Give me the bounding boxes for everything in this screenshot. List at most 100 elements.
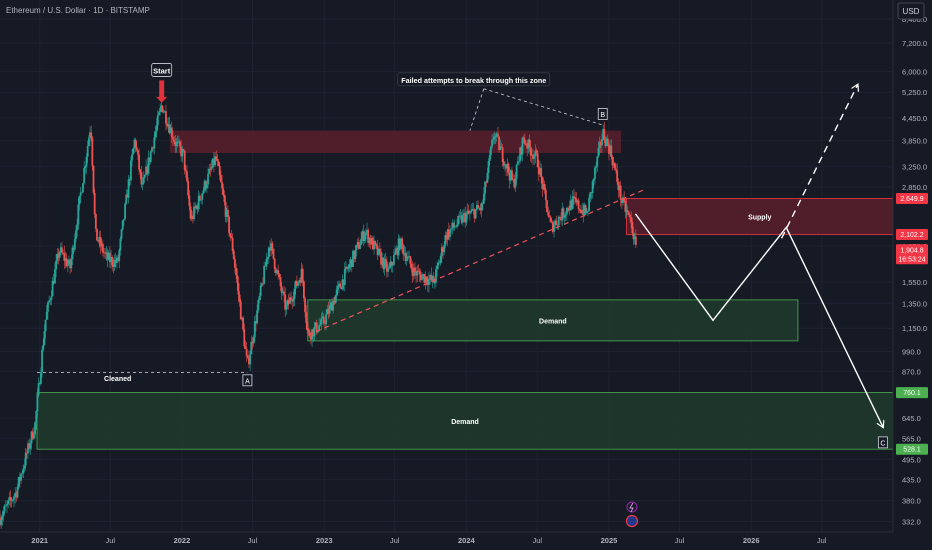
candle-body [506, 163, 509, 169]
candle-body [214, 156, 216, 166]
candle-body [251, 341, 254, 344]
candle-body [250, 341, 253, 355]
candle-body [612, 163, 615, 166]
candle-body [362, 231, 365, 242]
candle-body [65, 258, 68, 267]
candle-body [167, 124, 170, 127]
currency-button-frame[interactable] [897, 2, 925, 20]
candle-body [321, 316, 324, 318]
candle-body [615, 168, 617, 171]
candle-body [580, 210, 582, 213]
candle-body [576, 200, 579, 203]
candle-body [177, 141, 180, 143]
price-axis-tag [896, 228, 928, 240]
candle-body [505, 164, 508, 169]
candle-body [486, 173, 489, 183]
candle-body [201, 193, 204, 200]
price-tick-label: 495.0 [902, 455, 921, 464]
candle-body [347, 268, 350, 269]
candle-body [182, 149, 185, 151]
candle-body [90, 132, 93, 138]
candle-body [279, 277, 282, 287]
candle-body [611, 156, 614, 166]
zone-demand [307, 299, 799, 342]
candle-body [608, 144, 610, 154]
candle-body [547, 211, 550, 216]
candle-body [546, 200, 548, 212]
candle-body [291, 300, 294, 302]
candle-body [27, 443, 29, 454]
candle-body [594, 167, 596, 179]
candle-body [137, 150, 139, 155]
candle-body [248, 357, 250, 365]
price-axis[interactable]: 8,400.0 7,200.0 6,000.0 5,250.0 4,450.0 3,850… [892, 0, 928, 532]
price-tick-label: 1,550.0 [902, 278, 927, 287]
start-box [151, 63, 173, 77]
candle-body [25, 452, 28, 454]
candle-body [522, 137, 525, 140]
candle-body [488, 155, 491, 162]
candle-body [274, 268, 277, 274]
price-axis-tag [896, 387, 928, 399]
currency-label[interactable]: USD [903, 7, 920, 16]
candle-body [317, 330, 319, 333]
candle-body [599, 142, 602, 146]
candle-body [452, 222, 455, 228]
candle-body [262, 283, 264, 285]
candle-body [202, 190, 205, 194]
candle-body [245, 348, 248, 356]
candle-body [16, 486, 19, 498]
candle-body [159, 108, 162, 113]
candle-body [353, 250, 356, 259]
candle-body [231, 237, 234, 251]
candle-body [508, 172, 511, 181]
candle-body [428, 278, 430, 286]
candle-body [69, 259, 72, 269]
price-axis-tag-countdown: 16:53:24 [898, 256, 925, 263]
candle-body [45, 311, 48, 320]
candle-body [87, 138, 90, 147]
candle-body [532, 154, 534, 159]
candle-body [253, 321, 256, 338]
candle-body [14, 492, 17, 497]
candle-body [76, 224, 79, 231]
candle-body [630, 217, 633, 223]
candle-body [458, 215, 461, 217]
candle-body [473, 209, 476, 219]
candle-body [71, 247, 74, 259]
point-box-c [877, 436, 888, 449]
event-flag-icon [625, 514, 639, 528]
currency-button[interactable]: USD [897, 2, 925, 20]
candle-body [540, 168, 543, 177]
time-axis[interactable]: 2021 Jul 2022 Jul 2023 Jul 2024 Jul 2025 Jul 2026 J… [0, 531, 893, 545]
candle-body [195, 205, 198, 209]
candle-body [530, 154, 533, 156]
candle-body [588, 197, 590, 212]
candle-body [288, 297, 291, 304]
price-tick-label: 8,400.0 [902, 15, 927, 24]
candle-body [359, 245, 361, 249]
candle-body [174, 141, 177, 146]
candle-body [568, 210, 571, 211]
candle-body [403, 253, 406, 255]
candle-body [514, 178, 517, 188]
candle-body [418, 271, 421, 275]
candle-body [402, 245, 405, 255]
candle-body [50, 296, 53, 300]
candle-body [57, 253, 60, 258]
candle-body [223, 194, 226, 203]
candle-body [106, 252, 109, 260]
candle-body [146, 166, 149, 174]
event-lightning-icon [626, 501, 638, 513]
candle-body [352, 250, 354, 267]
candle-body [419, 274, 422, 281]
candle-body [40, 372, 42, 384]
candle-body [396, 248, 399, 256]
candle-body [108, 252, 111, 263]
candle-body [481, 203, 484, 205]
price-tick-label: 380.0 [902, 496, 921, 505]
candle-body [474, 209, 477, 219]
candle-body [472, 209, 475, 210]
